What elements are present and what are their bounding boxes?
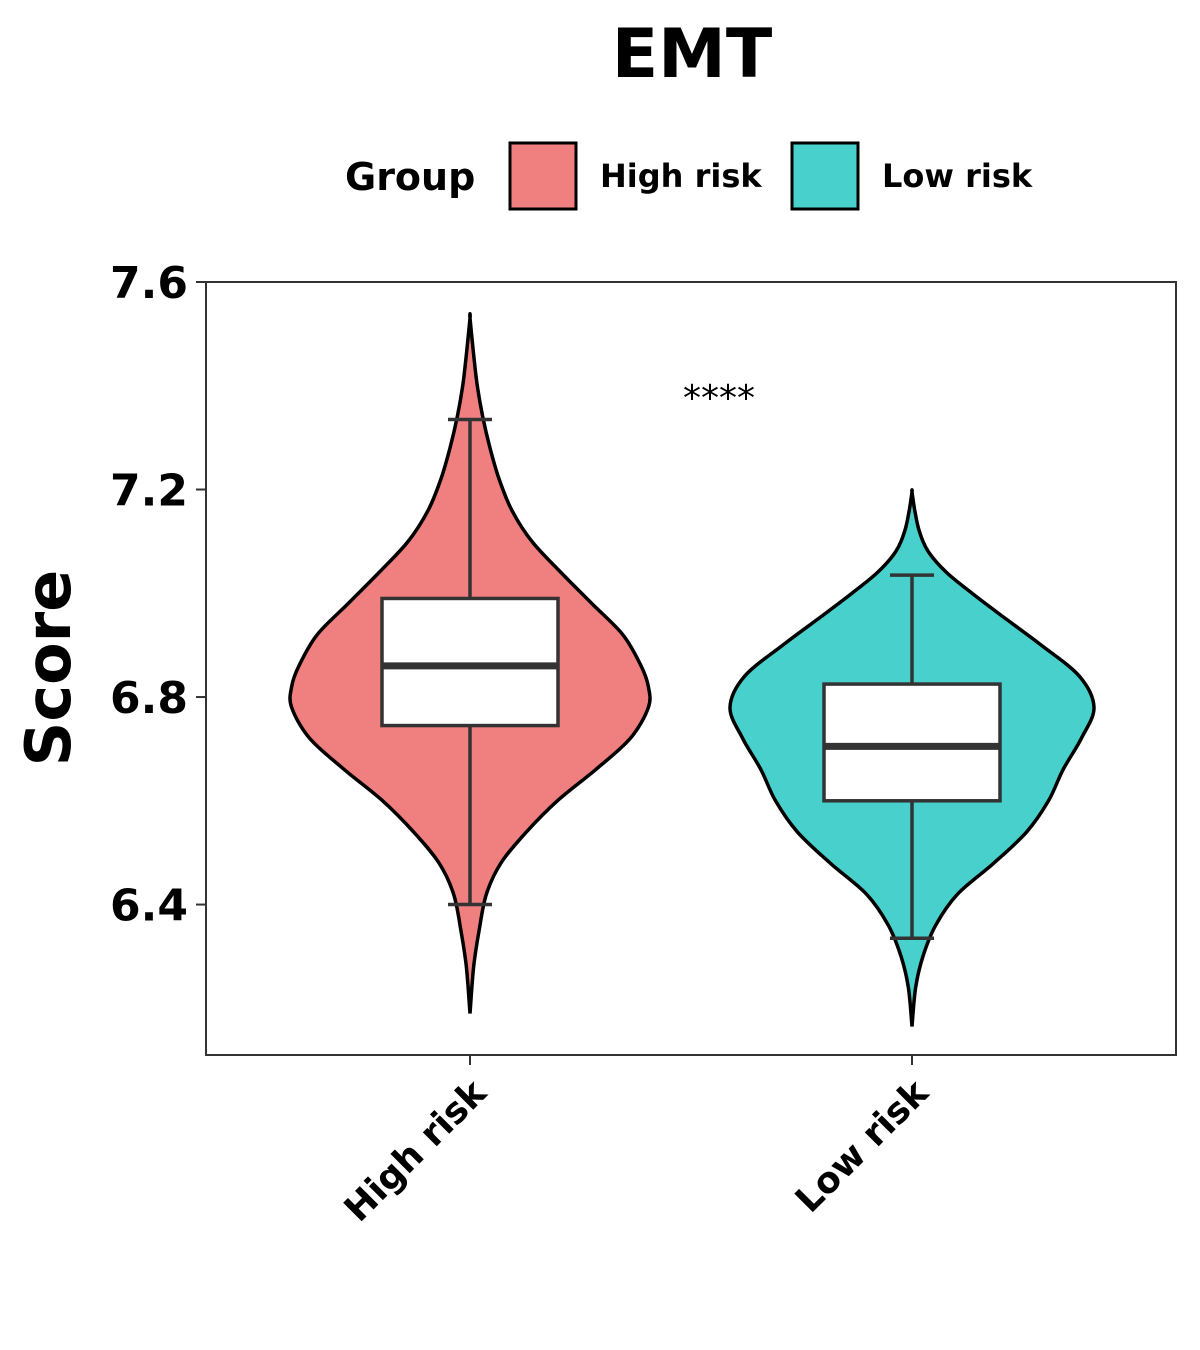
chart-title: EMT xyxy=(612,15,773,94)
legend: Group High risk Low risk xyxy=(345,141,1033,211)
x-tick-label-high-risk: High risk xyxy=(337,1072,495,1230)
legend-swatch-high-risk xyxy=(508,141,578,211)
legend-swatch-low-risk xyxy=(790,141,860,211)
y-axis: 6.4 6.8 7.2 7.6 xyxy=(110,258,206,932)
box-low-risk xyxy=(822,682,1002,803)
x-axis: High risk Low risk xyxy=(337,1055,937,1230)
y-axis-label: Score xyxy=(12,570,85,767)
legend-label-low-risk: Low risk xyxy=(882,157,1033,195)
y-tick-label-6.8: 6.8 xyxy=(110,673,188,724)
legend-label-high-risk: High risk xyxy=(600,157,762,195)
chart-marks xyxy=(288,312,1096,1027)
y-tick-label-7.2: 7.2 xyxy=(110,466,188,517)
y-tick-label-6.4: 6.4 xyxy=(110,881,188,932)
x-tick-label-low-risk: Low risk xyxy=(788,1072,937,1221)
box-high-risk xyxy=(380,596,560,728)
y-tick-label-7.6: 7.6 xyxy=(110,258,188,309)
legend-title: Group xyxy=(345,155,475,199)
plot-panel xyxy=(205,281,1177,1056)
significance-annotation: **** xyxy=(683,378,755,419)
